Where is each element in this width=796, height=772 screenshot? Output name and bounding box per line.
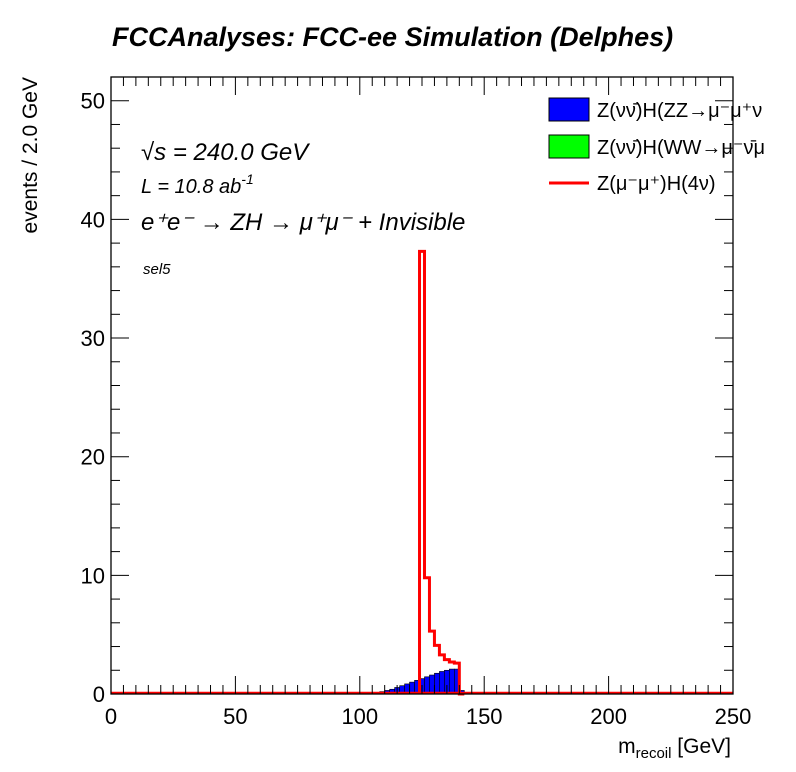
- bar-series0-bin-132: [439, 671, 445, 695]
- y-tick-label: 50: [81, 89, 105, 114]
- bar-series0-bin-128: [429, 674, 435, 695]
- legend-label-zz: Z(νν̄)H(ZZ→μ⁻μ⁺ν: [597, 100, 762, 122]
- annotation-process: e⁺e⁻ → ZH → μ⁺μ⁻ + Invisible: [141, 209, 465, 236]
- axis-tick-labels: 0 50 100 150 200 250 0 10 20 30 40 50: [81, 89, 752, 729]
- bar-series0-bin-130: [434, 672, 440, 695]
- luminosity-exponent: -1: [241, 171, 253, 187]
- y-axis-title: events / 2.0 GeV: [19, 77, 42, 233]
- annotation-luminosity: L = 10.8 ab-1: [141, 171, 254, 198]
- y-tick-label: 40: [81, 207, 105, 232]
- plot-frame: [110, 76, 734, 695]
- x-tick-label: 250: [715, 704, 752, 729]
- x-axis-title-unit: [GeV]: [671, 735, 731, 758]
- bar-series0-bin-126: [424, 676, 430, 695]
- y-tick-label: 0: [93, 682, 105, 707]
- legend-label-ww: Z(νν̄)H(WW→μ⁻ν̄μ: [597, 137, 765, 159]
- legend-swatch-ww: [548, 134, 590, 159]
- series-line-2: [418, 249, 465, 696]
- x-axis-title-main: m: [618, 735, 636, 758]
- histogram-layer: [111, 249, 733, 696]
- axis-ticks: [110, 76, 734, 695]
- x-tick-label: 50: [223, 704, 247, 729]
- y-tick-label: 30: [81, 326, 105, 351]
- x-axis-title-sub: recoil: [636, 745, 672, 762]
- x-tick-label: 100: [341, 704, 378, 729]
- legend-label-signal: Z(μ⁻μ⁺)H(4ν): [597, 173, 716, 195]
- luminosity-main: L = 10.8 ab: [141, 176, 241, 198]
- x-axis-title: mrecoil [GeV]: [618, 735, 731, 762]
- y-tick-label: 20: [81, 445, 105, 470]
- legend: Z(νν̄)H(ZZ→μ⁻μ⁺ν Z(νν̄)H(WW→μ⁻ν̄μ Z(μ⁻μ⁺…: [548, 97, 765, 195]
- bar-series0-bin-136: [449, 668, 455, 695]
- y-tick-label: 10: [81, 563, 105, 588]
- x-tick-label: 0: [105, 704, 117, 729]
- legend-swatch-zz: [548, 97, 590, 122]
- x-tick-label: 150: [466, 704, 503, 729]
- chart-title: FCCAnalyses: FCC-ee Simulation (Delphes): [112, 22, 673, 52]
- annotation-selection: sel5: [143, 261, 171, 278]
- annotation-sqrt-s: √s = 240.0 GeV: [141, 139, 310, 166]
- x-tick-label: 200: [590, 704, 627, 729]
